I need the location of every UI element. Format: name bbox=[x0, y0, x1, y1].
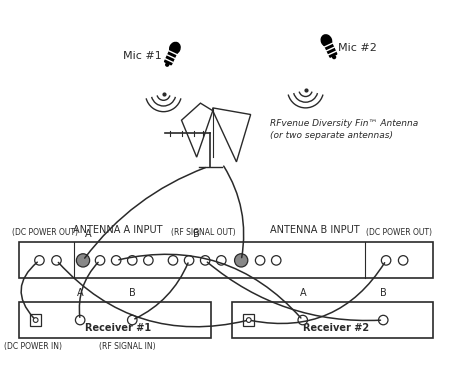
Bar bbox=[30, 314, 41, 326]
Text: Mic #2: Mic #2 bbox=[338, 43, 377, 53]
Circle shape bbox=[234, 254, 248, 267]
Text: (DC POWER OUT): (DC POWER OUT) bbox=[12, 228, 78, 237]
Text: ANTENNA A INPUT: ANTENNA A INPUT bbox=[73, 225, 163, 235]
Circle shape bbox=[76, 254, 90, 267]
Text: (DC POWER OUT): (DC POWER OUT) bbox=[366, 228, 432, 237]
Circle shape bbox=[35, 256, 44, 265]
Circle shape bbox=[298, 315, 307, 325]
Text: B: B bbox=[129, 288, 135, 298]
Text: (RF SIGNAL IN): (RF SIGNAL IN) bbox=[99, 342, 156, 351]
Bar bbox=[18, 302, 211, 338]
Polygon shape bbox=[165, 48, 177, 65]
Circle shape bbox=[168, 256, 178, 265]
Circle shape bbox=[247, 317, 251, 323]
Circle shape bbox=[166, 63, 169, 66]
Text: Mic #1: Mic #1 bbox=[123, 51, 162, 61]
Circle shape bbox=[127, 315, 137, 325]
Circle shape bbox=[333, 56, 336, 59]
Circle shape bbox=[127, 256, 137, 265]
Text: RFvenue Diversity Fin™ Antenna: RFvenue Diversity Fin™ Antenna bbox=[270, 120, 418, 129]
Circle shape bbox=[52, 256, 61, 265]
Polygon shape bbox=[213, 108, 251, 162]
Circle shape bbox=[398, 256, 408, 265]
Circle shape bbox=[76, 315, 85, 325]
Circle shape bbox=[144, 256, 153, 265]
Bar bbox=[232, 302, 433, 338]
Ellipse shape bbox=[170, 42, 180, 54]
Circle shape bbox=[271, 256, 281, 265]
Text: Receiver #1: Receiver #1 bbox=[85, 323, 151, 333]
Circle shape bbox=[200, 256, 210, 265]
Polygon shape bbox=[181, 103, 213, 157]
Circle shape bbox=[256, 256, 265, 265]
Circle shape bbox=[381, 256, 391, 265]
Bar bbox=[18, 242, 433, 278]
Ellipse shape bbox=[321, 35, 332, 47]
Circle shape bbox=[378, 315, 388, 325]
Text: (RF SIGNAL OUT): (RF SIGNAL OUT) bbox=[171, 228, 236, 237]
Circle shape bbox=[112, 256, 121, 265]
Circle shape bbox=[33, 317, 38, 323]
Text: (or two separate antennas): (or two separate antennas) bbox=[270, 131, 392, 140]
Text: Receiver #2: Receiver #2 bbox=[303, 323, 369, 333]
Text: A: A bbox=[77, 288, 84, 298]
Circle shape bbox=[184, 256, 194, 265]
Text: (DC POWER IN): (DC POWER IN) bbox=[4, 342, 62, 351]
Bar bbox=[243, 314, 254, 326]
Text: B: B bbox=[194, 229, 200, 239]
Text: B: B bbox=[380, 288, 387, 298]
Text: ANTENNA B INPUT: ANTENNA B INPUT bbox=[270, 225, 360, 235]
Text: A: A bbox=[85, 229, 91, 239]
Circle shape bbox=[95, 256, 105, 265]
Circle shape bbox=[216, 256, 226, 265]
Polygon shape bbox=[324, 41, 337, 57]
Text: A: A bbox=[299, 288, 306, 298]
